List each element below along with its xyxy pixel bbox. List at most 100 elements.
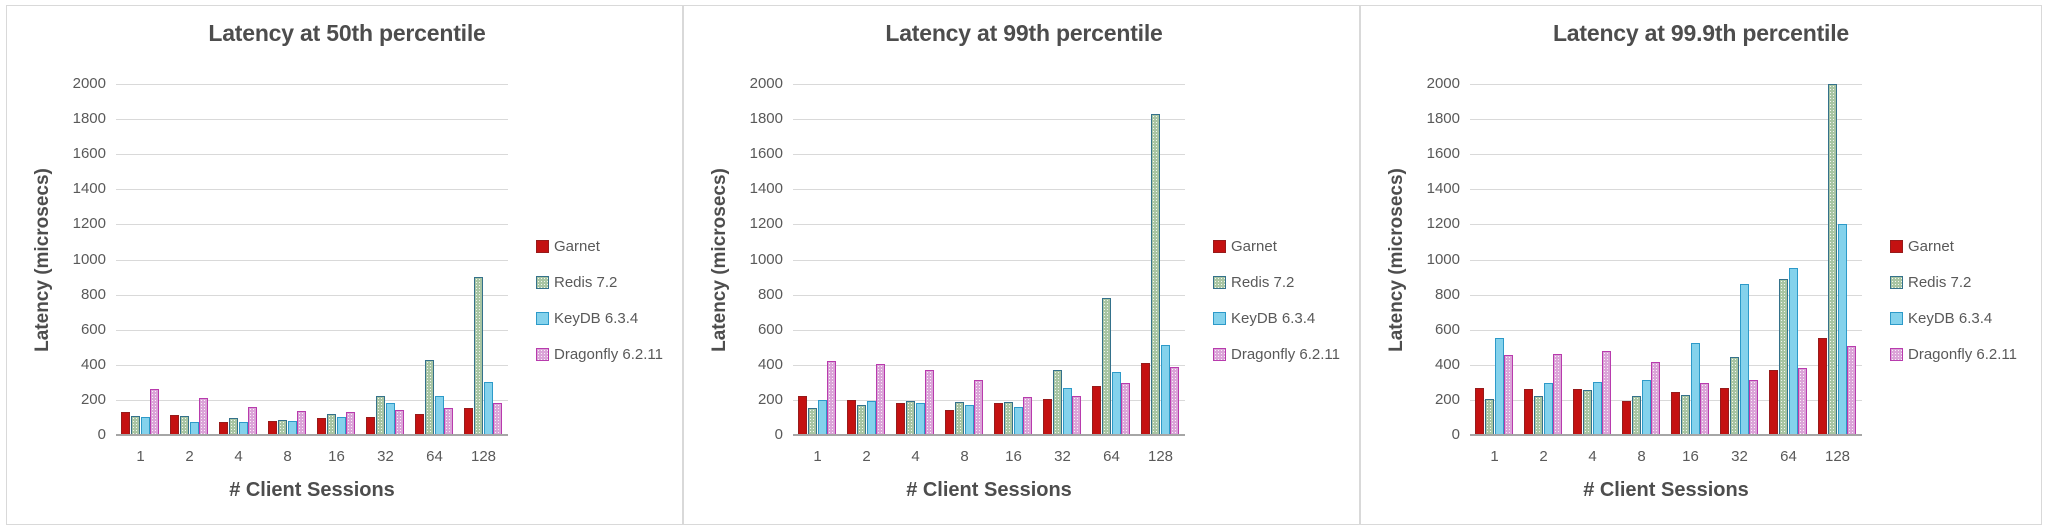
bar-redis-7-2-32	[1052, 370, 1062, 435]
y-tick-label: 1800	[72, 110, 106, 128]
bar-redis-7-2-8	[1631, 395, 1641, 435]
gridline	[1470, 364, 1862, 366]
bar-dragonfly-6-2-11-1	[827, 361, 837, 435]
x-tick-label: 8	[960, 448, 969, 465]
legend-label: Redis 7.2	[1908, 274, 1972, 291]
legend-swatch-dragonfly-6-2-11	[1213, 348, 1226, 361]
y-tick-label: 1400	[1426, 180, 1460, 198]
gridline	[116, 189, 508, 191]
bar-redis-7-2-128	[1827, 84, 1837, 435]
legend-swatch-garnet	[536, 240, 549, 253]
y-tick-label: 1200	[749, 215, 783, 233]
legend-swatch-dragonfly-6-2-11	[1890, 348, 1903, 361]
bar-keydb-6-3-4-1	[1494, 338, 1504, 435]
x-tick-label: 16	[328, 448, 345, 465]
bar-redis-7-2-128	[1150, 113, 1160, 435]
x-tick-label: 2	[185, 448, 194, 465]
bar-dragonfly-6-2-11-4	[248, 406, 258, 435]
bar-garnet-16	[994, 402, 1004, 435]
bar-garnet-32	[1720, 387, 1730, 435]
bar-redis-7-2-4	[905, 400, 915, 435]
bar-redis-7-2-32	[375, 395, 385, 435]
bar-dragonfly-6-2-11-1	[1504, 355, 1514, 435]
y-tick-label: 1800	[1426, 110, 1460, 128]
legend-item-keydb-6-3-4: KeyDB 6.3.4	[1213, 310, 1315, 327]
x-tick-label: 4	[911, 448, 920, 465]
gridline	[116, 119, 508, 121]
bar-dragonfly-6-2-11-32	[1749, 379, 1759, 435]
gridline	[1470, 119, 1862, 121]
legend-item-dragonfly-6-2-11: Dragonfly 6.2.11	[536, 346, 663, 363]
chart-panel-latency-at-50th-percentile: Latency at 50th percentile Latency (micro…	[6, 5, 683, 525]
bar-garnet-2	[847, 399, 857, 435]
legend-swatch-redis-7-2	[536, 276, 549, 289]
bar-redis-7-2-2	[1533, 395, 1543, 435]
bar-keydb-6-3-4-64	[1788, 268, 1798, 435]
x-tick-label: 4	[1588, 448, 1597, 465]
y-tick-label: 400	[80, 355, 106, 373]
gridline	[116, 84, 508, 85]
legend-label: KeyDB 6.3.4	[1908, 310, 1993, 327]
bar-garnet-1	[121, 412, 131, 435]
bar-garnet-128	[464, 407, 474, 435]
legend-item-garnet: Garnet	[1213, 238, 1277, 255]
bar-dragonfly-6-2-11-8	[1651, 362, 1661, 435]
y-tick-label: 1200	[1426, 215, 1460, 233]
bar-redis-7-2-1	[1484, 399, 1494, 435]
y-tick-label: 1600	[72, 145, 106, 163]
bar-keydb-6-3-4-2	[1543, 383, 1553, 435]
bar-garnet-4	[1573, 389, 1583, 435]
bar-garnet-8	[268, 420, 278, 435]
bar-dragonfly-6-2-11-16	[346, 412, 356, 435]
legend-label: Redis 7.2	[1231, 274, 1295, 291]
bar-keydb-6-3-4-16	[1013, 406, 1023, 435]
y-tick-label: 0	[1451, 426, 1460, 443]
bar-redis-7-2-64	[1778, 278, 1788, 435]
bar-redis-7-2-2	[179, 415, 189, 435]
legend-item-redis-7-2: Redis 7.2	[536, 274, 617, 291]
bar-keydb-6-3-4-16	[336, 416, 346, 435]
bar-redis-7-2-16	[1680, 394, 1690, 435]
x-tick-label: 64	[1780, 448, 1797, 465]
bar-redis-7-2-2	[856, 405, 866, 435]
y-tick-label: 400	[1434, 355, 1460, 373]
y-tick-label: 200	[1434, 390, 1460, 408]
x-tick-label: 2	[1539, 448, 1548, 465]
y-tick-label: 1400	[72, 180, 106, 198]
bar-garnet-16	[1671, 392, 1681, 435]
x-axis-title: # Client Sessions	[1583, 479, 1749, 501]
bar-garnet-1	[1475, 387, 1485, 435]
bar-dragonfly-6-2-11-2	[1553, 354, 1563, 435]
bar-garnet-16	[317, 418, 327, 435]
y-tick-label: 2000	[1426, 75, 1460, 92]
bar-garnet-32	[366, 416, 376, 435]
gridline	[793, 364, 1185, 366]
bar-dragonfly-6-2-11-32	[1072, 396, 1082, 435]
legend-label: KeyDB 6.3.4	[554, 310, 639, 327]
chart-panel-latency-at-99th-percentile: Latency at 99th percentile Latency (micro…	[683, 5, 1360, 525]
x-tick-label: 1	[136, 448, 145, 465]
gridline	[1470, 399, 1862, 401]
x-tick-label: 128	[470, 448, 497, 465]
gridline	[116, 329, 508, 331]
y-tick-label: 600	[1434, 320, 1460, 338]
x-tick-label: 2	[862, 448, 871, 465]
legend-label: Dragonfly 6.2.11	[1231, 346, 1340, 363]
x-tick-label: 32	[1054, 448, 1071, 465]
legend-label: Dragonfly 6.2.11	[1908, 346, 2017, 363]
bar-keydb-6-3-4-128	[1837, 224, 1847, 435]
bar-dragonfly-6-2-11-8	[974, 379, 984, 435]
bar-dragonfly-6-2-11-64	[1121, 383, 1131, 435]
bar-redis-7-2-16	[326, 413, 336, 435]
bar-keydb-6-3-4-2	[189, 421, 199, 435]
gridline	[1470, 189, 1862, 191]
bar-redis-7-2-16	[1003, 401, 1013, 435]
bar-garnet-64	[1092, 385, 1102, 435]
bar-keydb-6-3-4-64	[434, 395, 444, 435]
legend-label: Garnet	[1231, 238, 1277, 255]
bar-keydb-6-3-4-64	[1111, 371, 1121, 435]
y-tick-label: 0	[97, 426, 106, 443]
chart-title: Latency at 99th percentile	[885, 20, 1163, 46]
bar-keydb-6-3-4-4	[1592, 382, 1602, 435]
